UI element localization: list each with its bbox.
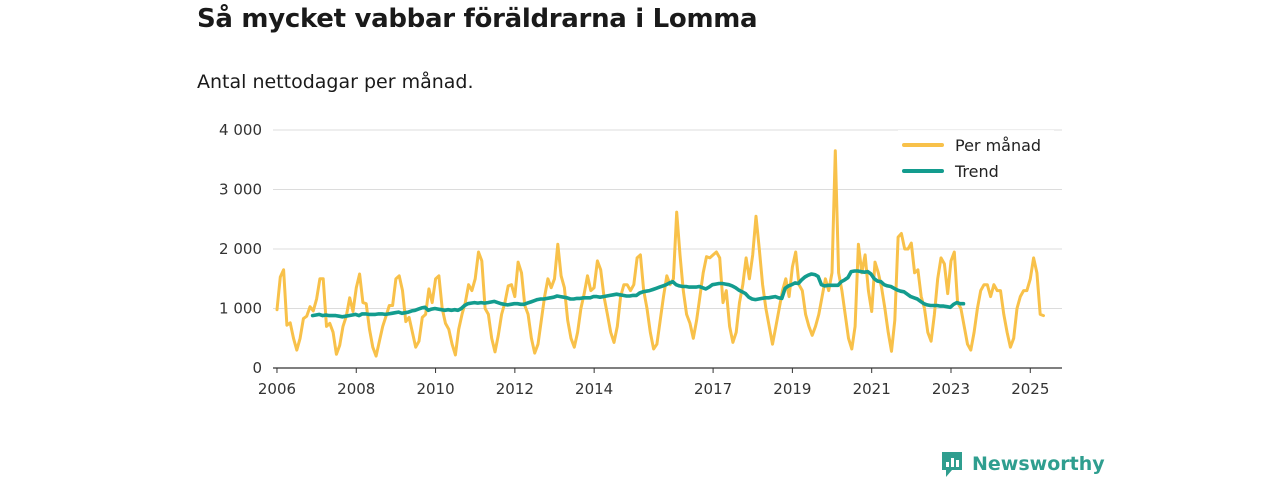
legend-background bbox=[898, 130, 1054, 186]
x-tick-label: 2014 bbox=[575, 380, 613, 398]
brand-name: Newsworthy bbox=[972, 453, 1105, 475]
series-line-trend bbox=[310, 269, 966, 319]
y-tick-label: 3 000 bbox=[219, 181, 262, 199]
y-tick-label: 1 000 bbox=[219, 300, 262, 318]
y-axis-ticks: 0 1 000 2 000 3 000 4 000 bbox=[219, 121, 262, 377]
brand-logo: Newsworthy bbox=[940, 450, 1105, 478]
newsworthy-logo-icon bbox=[942, 452, 962, 477]
x-tick-label: 2025 bbox=[1011, 380, 1049, 398]
x-tick-label: 2023 bbox=[932, 380, 970, 398]
y-tick-label: 4 000 bbox=[219, 121, 262, 139]
legend-label-trend: Trend bbox=[954, 162, 999, 181]
x-tick-label: 2012 bbox=[496, 380, 534, 398]
x-tick-label: 2008 bbox=[337, 380, 375, 398]
legend: Per månad Trend bbox=[898, 130, 1054, 186]
x-tick-label: 2021 bbox=[853, 380, 891, 398]
y-tick-label: 0 bbox=[252, 359, 262, 377]
chart-title: Så mycket vabbar föräldrarna i Lomma bbox=[197, 4, 758, 34]
x-tick-label: 2010 bbox=[416, 380, 454, 398]
x-axis-ticks: 2006 2008 2010 2012 2014 2017 2019 2021 2023 2025 bbox=[258, 368, 1049, 398]
series-lines bbox=[275, 149, 1045, 358]
chart-subtitle: Antal nettodagar per månad. bbox=[197, 71, 474, 93]
x-tick-label: 2019 bbox=[773, 380, 811, 398]
x-tick-label: 2006 bbox=[258, 380, 296, 398]
legend-label-per-manad: Per månad bbox=[955, 136, 1041, 155]
y-tick-label: 2 000 bbox=[219, 240, 262, 258]
x-tick-label: 2017 bbox=[694, 380, 732, 398]
